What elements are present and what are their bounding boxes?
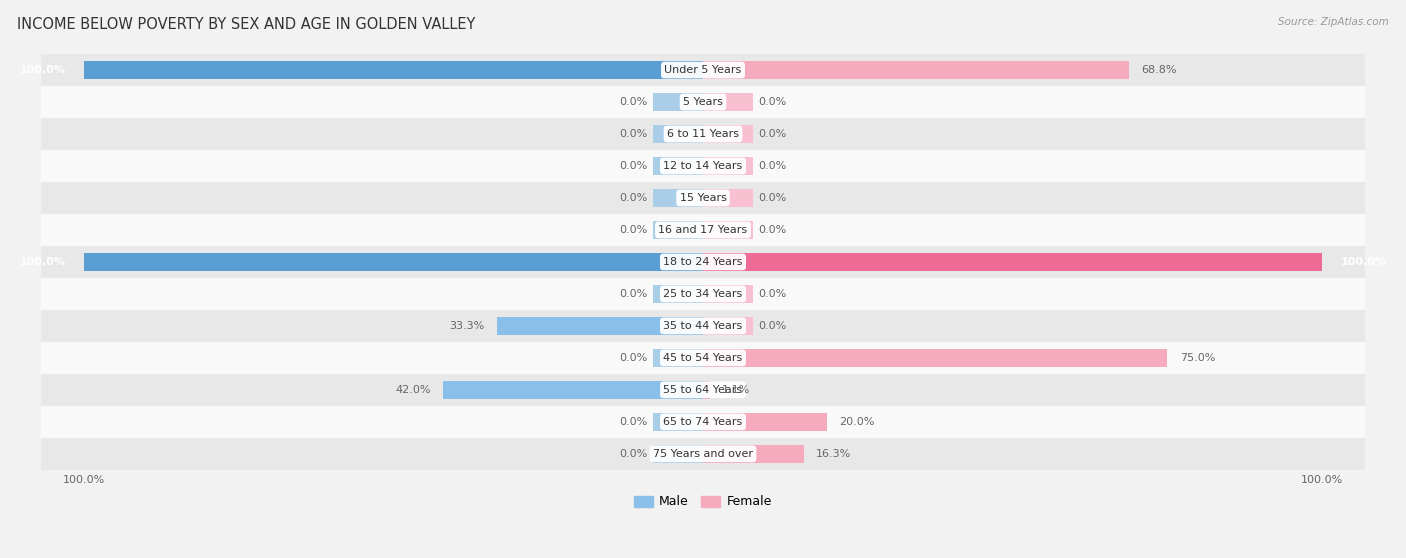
Bar xyxy=(41,86,1365,118)
Text: 0.0%: 0.0% xyxy=(619,353,647,363)
Text: 0.0%: 0.0% xyxy=(619,449,647,459)
Text: 0.0%: 0.0% xyxy=(759,97,787,107)
Text: 0.0%: 0.0% xyxy=(619,161,647,171)
Bar xyxy=(41,54,1365,86)
Bar xyxy=(654,125,703,143)
Bar xyxy=(703,157,752,175)
Text: 0.0%: 0.0% xyxy=(759,289,787,299)
Bar xyxy=(703,253,1322,271)
Text: 42.0%: 42.0% xyxy=(395,385,430,395)
Bar xyxy=(703,285,752,302)
Text: 65 to 74 Years: 65 to 74 Years xyxy=(664,417,742,427)
Text: 75.0%: 75.0% xyxy=(1180,353,1215,363)
Text: 6 to 11 Years: 6 to 11 Years xyxy=(666,129,740,139)
Text: 16.3%: 16.3% xyxy=(817,449,852,459)
Bar xyxy=(703,189,752,207)
Text: 0.0%: 0.0% xyxy=(759,129,787,139)
Text: 0.0%: 0.0% xyxy=(759,193,787,203)
Bar xyxy=(41,406,1365,438)
Bar xyxy=(654,221,703,239)
Bar xyxy=(703,61,1129,79)
Text: 68.8%: 68.8% xyxy=(1142,65,1177,75)
Text: 0.0%: 0.0% xyxy=(619,129,647,139)
Bar xyxy=(41,278,1365,310)
Bar xyxy=(41,214,1365,246)
Text: 33.3%: 33.3% xyxy=(450,321,485,331)
Bar xyxy=(41,310,1365,342)
Text: 0.0%: 0.0% xyxy=(619,225,647,235)
Legend: Male, Female: Male, Female xyxy=(630,490,776,513)
Bar xyxy=(703,349,1167,367)
Bar xyxy=(654,189,703,207)
Text: 5 Years: 5 Years xyxy=(683,97,723,107)
Text: 25 to 34 Years: 25 to 34 Years xyxy=(664,289,742,299)
Bar xyxy=(654,157,703,175)
Bar xyxy=(654,285,703,302)
Text: 100.0%: 100.0% xyxy=(1340,257,1386,267)
Bar xyxy=(703,317,752,335)
Text: 100.0%: 100.0% xyxy=(20,65,66,75)
Text: 0.0%: 0.0% xyxy=(619,193,647,203)
Text: 0.0%: 0.0% xyxy=(619,97,647,107)
Bar xyxy=(703,445,804,463)
Text: 0.0%: 0.0% xyxy=(619,289,647,299)
Text: 75 Years and over: 75 Years and over xyxy=(652,449,754,459)
Text: 12 to 14 Years: 12 to 14 Years xyxy=(664,161,742,171)
Bar xyxy=(654,413,703,431)
Text: 0.0%: 0.0% xyxy=(759,321,787,331)
Text: Under 5 Years: Under 5 Years xyxy=(665,65,741,75)
Text: Source: ZipAtlas.com: Source: ZipAtlas.com xyxy=(1278,17,1389,27)
Text: 18 to 24 Years: 18 to 24 Years xyxy=(664,257,742,267)
Bar xyxy=(654,93,703,111)
Bar xyxy=(84,253,703,271)
Text: 55 to 64 Years: 55 to 64 Years xyxy=(664,385,742,395)
Text: 16 and 17 Years: 16 and 17 Years xyxy=(658,225,748,235)
Text: 1.1%: 1.1% xyxy=(723,385,751,395)
Text: 0.0%: 0.0% xyxy=(759,225,787,235)
Bar xyxy=(41,342,1365,374)
Text: 35 to 44 Years: 35 to 44 Years xyxy=(664,321,742,331)
Bar xyxy=(41,246,1365,278)
Bar xyxy=(496,317,703,335)
Bar xyxy=(654,445,703,463)
Bar xyxy=(703,93,752,111)
Bar xyxy=(41,150,1365,182)
Text: 45 to 54 Years: 45 to 54 Years xyxy=(664,353,742,363)
Bar xyxy=(654,349,703,367)
Text: 0.0%: 0.0% xyxy=(759,161,787,171)
Bar xyxy=(703,125,752,143)
Bar xyxy=(443,381,703,398)
Text: INCOME BELOW POVERTY BY SEX AND AGE IN GOLDEN VALLEY: INCOME BELOW POVERTY BY SEX AND AGE IN G… xyxy=(17,17,475,32)
Bar xyxy=(41,182,1365,214)
Bar xyxy=(41,118,1365,150)
Bar xyxy=(703,413,827,431)
Text: 20.0%: 20.0% xyxy=(839,417,875,427)
Bar xyxy=(703,221,752,239)
Bar xyxy=(703,381,710,398)
Bar xyxy=(41,438,1365,470)
Bar xyxy=(41,374,1365,406)
Bar xyxy=(84,61,703,79)
Text: 100.0%: 100.0% xyxy=(20,257,66,267)
Text: 15 Years: 15 Years xyxy=(679,193,727,203)
Text: 0.0%: 0.0% xyxy=(619,417,647,427)
